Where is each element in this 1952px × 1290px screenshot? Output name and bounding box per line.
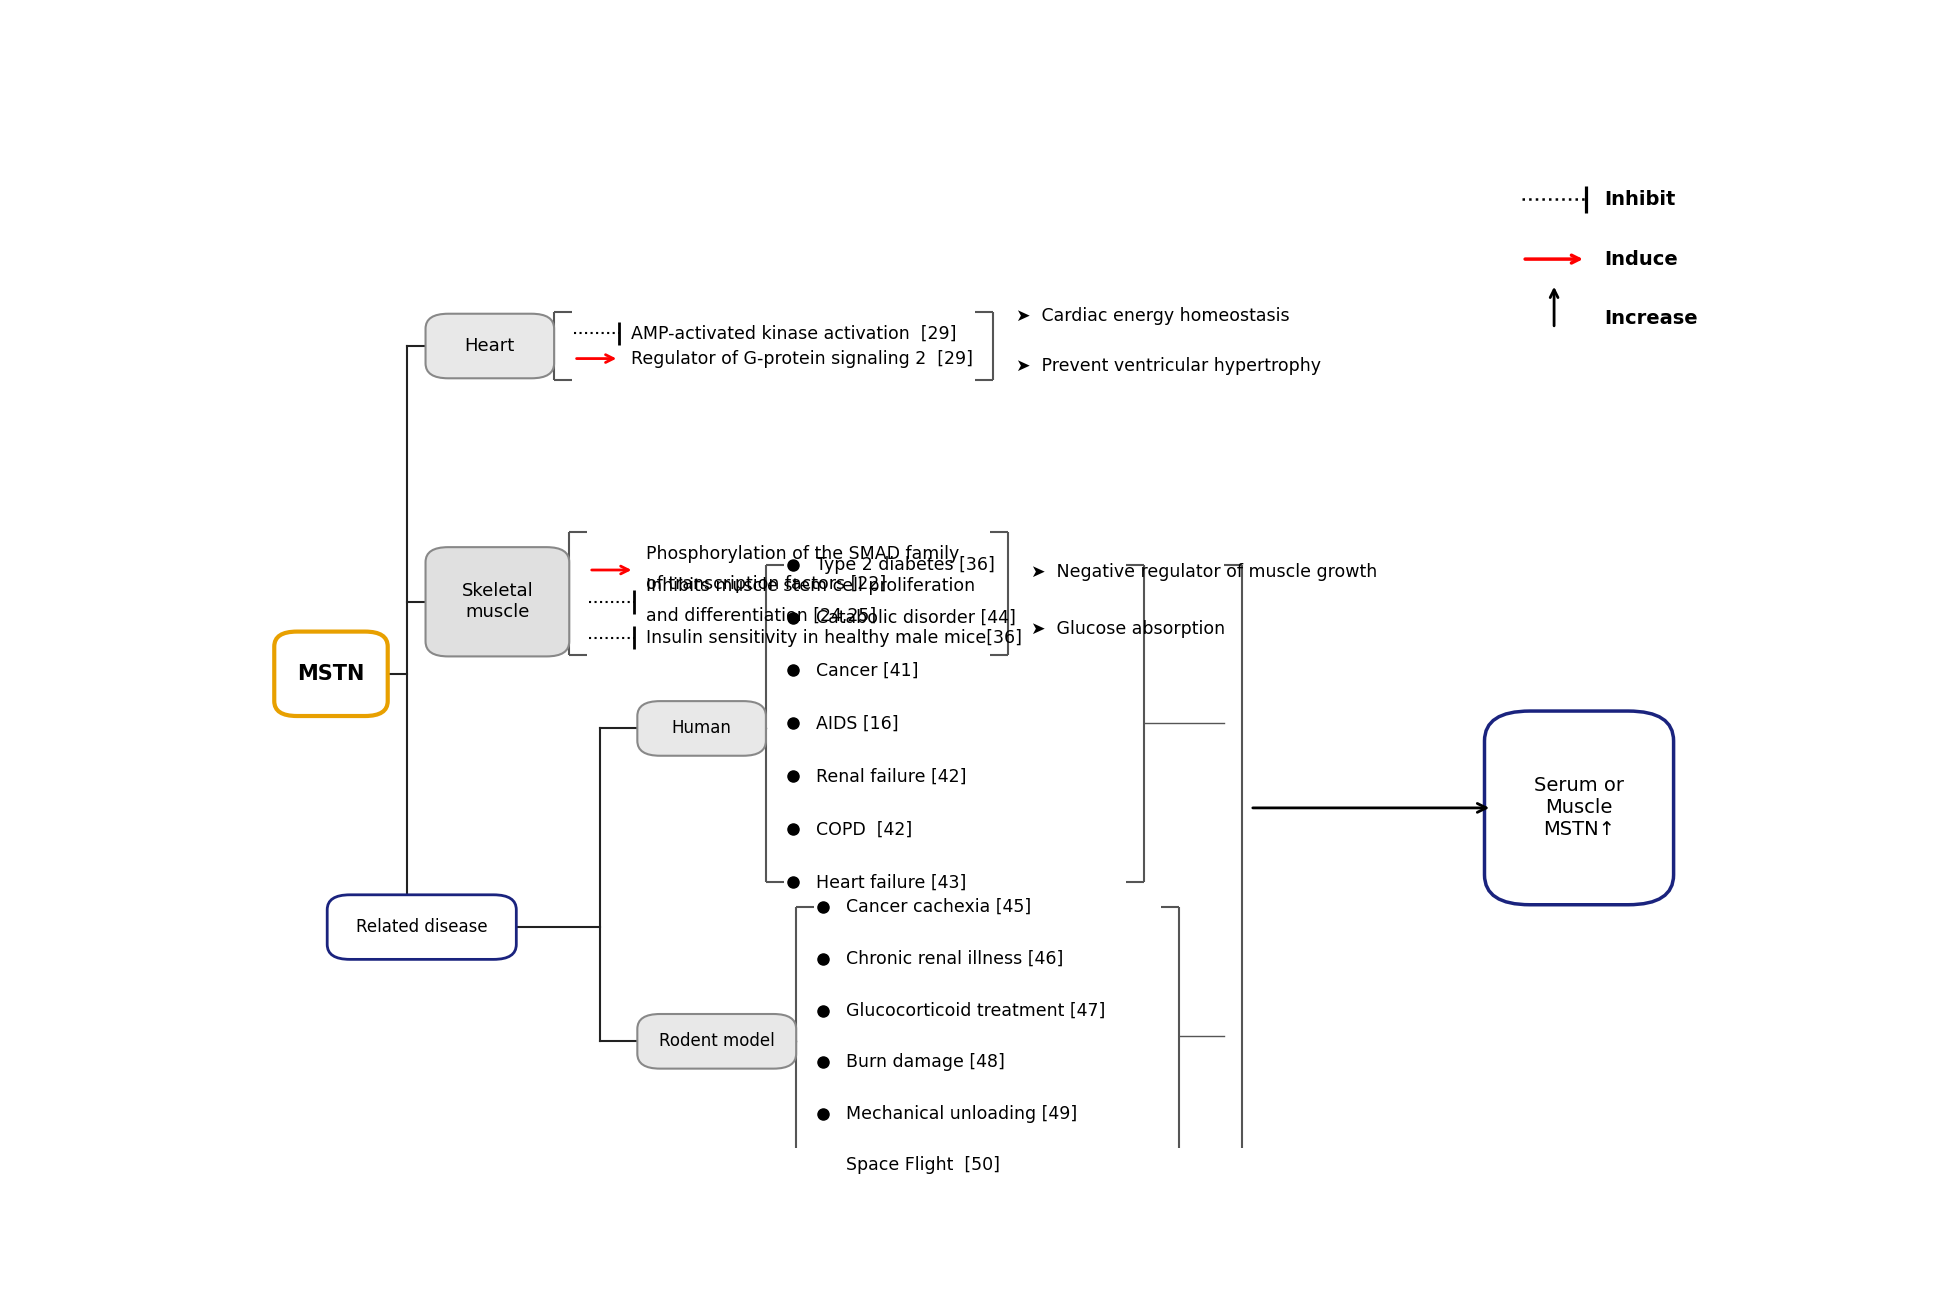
Text: Insulin sensitivity in healthy male mice[36]: Insulin sensitivity in healthy male mice… <box>646 628 1023 646</box>
Text: COPD  [42]: COPD [42] <box>816 820 912 839</box>
Text: Phosphorylation of the SMAD family: Phosphorylation of the SMAD family <box>646 546 960 564</box>
Text: Space Flight  [50]: Space Flight [50] <box>845 1156 999 1174</box>
Text: Skeletal
muscle: Skeletal muscle <box>461 582 533 622</box>
Text: AIDS [16]: AIDS [16] <box>816 715 898 733</box>
Text: ➤  Negative regulator of muscle growth: ➤ Negative regulator of muscle growth <box>1031 562 1376 581</box>
Text: Cancer cachexia [45]: Cancer cachexia [45] <box>845 898 1031 916</box>
Text: Burn damage [48]: Burn damage [48] <box>845 1053 1005 1071</box>
Text: ➤  Prevent ventricular hypertrophy: ➤ Prevent ventricular hypertrophy <box>1015 357 1320 375</box>
FancyBboxPatch shape <box>426 313 554 378</box>
FancyBboxPatch shape <box>636 1014 796 1068</box>
Text: Inhibit: Inhibit <box>1605 190 1675 209</box>
Text: Mechanical unloading [49]: Mechanical unloading [49] <box>845 1104 1078 1122</box>
Text: Heart: Heart <box>465 337 515 355</box>
Text: MSTN: MSTN <box>297 664 365 684</box>
Text: of transcription factors [22]: of transcription factors [22] <box>646 575 886 593</box>
Text: ➤  Cardiac energy homeostasis: ➤ Cardiac energy homeostasis <box>1015 307 1288 325</box>
Text: Heart failure [43]: Heart failure [43] <box>816 873 966 891</box>
FancyBboxPatch shape <box>1484 711 1673 904</box>
Text: Regulator of G-protein signaling 2  [29]: Regulator of G-protein signaling 2 [29] <box>630 350 974 368</box>
Text: AMP-activated kinase activation  [29]: AMP-activated kinase activation [29] <box>630 325 956 342</box>
FancyBboxPatch shape <box>273 632 388 716</box>
Text: Human: Human <box>671 720 732 738</box>
Text: Increase: Increase <box>1605 310 1698 328</box>
Text: Renal failure [42]: Renal failure [42] <box>816 768 966 786</box>
Text: Related disease: Related disease <box>355 918 488 937</box>
Text: Serum or
Muscle
MSTN↑: Serum or Muscle MSTN↑ <box>1534 777 1624 840</box>
Text: Cancer [41]: Cancer [41] <box>816 662 917 680</box>
Text: Induce: Induce <box>1605 249 1679 268</box>
Text: Chronic renal illness [46]: Chronic renal illness [46] <box>845 949 1064 968</box>
Text: and differentiation [24,25]: and differentiation [24,25] <box>646 606 876 624</box>
Text: Type 2 diabetes [36]: Type 2 diabetes [36] <box>816 556 996 574</box>
FancyBboxPatch shape <box>328 895 515 960</box>
Text: Inhibits muscle stem cell proliferation: Inhibits muscle stem cell proliferation <box>646 577 976 595</box>
FancyBboxPatch shape <box>636 702 765 756</box>
Text: Glucocorticoid treatment [47]: Glucocorticoid treatment [47] <box>845 1001 1105 1019</box>
Text: ➤  Glucose absorption: ➤ Glucose absorption <box>1031 619 1224 637</box>
Text: Rodent model: Rodent model <box>660 1032 775 1050</box>
FancyBboxPatch shape <box>426 547 570 657</box>
Text: Catabolic disorder [44]: Catabolic disorder [44] <box>816 609 1015 627</box>
